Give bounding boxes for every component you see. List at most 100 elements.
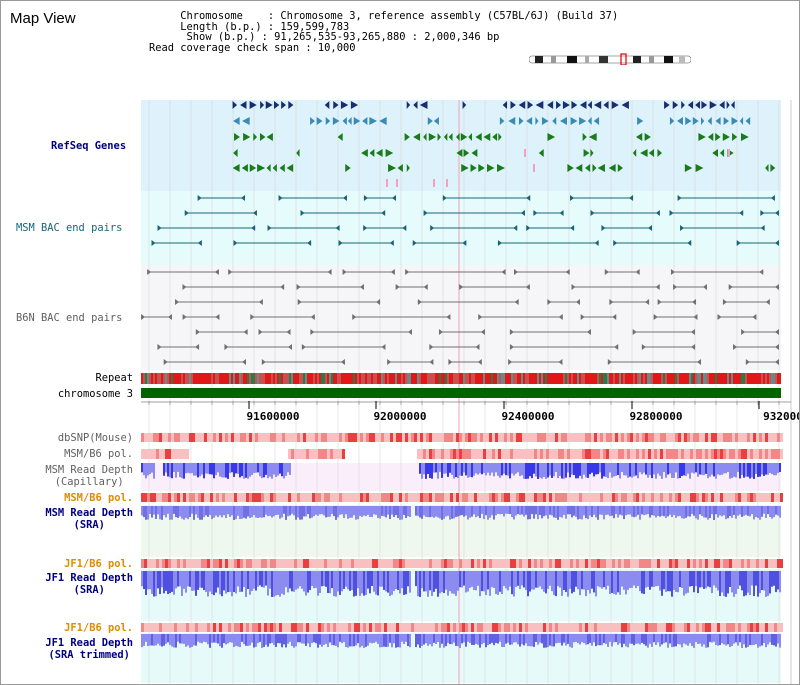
msm-depth-cap-bar	[287, 463, 289, 473]
msm-depth-sra-bar	[407, 506, 409, 517]
jf1-pol-trim-strip	[273, 623, 276, 632]
dbsnp-strip	[504, 433, 507, 442]
chromosome-ideogram[interactable]	[529, 53, 691, 65]
msm-pol-sra-strip	[489, 493, 492, 502]
jf1-depth-bar	[457, 571, 459, 591]
msm-pol-cap-strip	[555, 449, 558, 459]
msm-pol-sra-strip	[267, 493, 270, 502]
track-label-repeat[interactable]: Repeat	[95, 372, 133, 384]
dbsnp-strip	[633, 433, 636, 442]
track-label-jf1-pol-trimmed[interactable]: JF1/B6 pol.	[64, 622, 133, 634]
msm-pol-cap-strip	[462, 449, 465, 459]
repeat-segment	[165, 373, 167, 384]
chromosome-key: Chromosome	[180, 10, 243, 22]
jf1-pol-trim-strip	[492, 623, 495, 632]
repeat-segment	[347, 373, 349, 384]
gene-glyph	[443, 133, 448, 141]
repeat-segment	[465, 373, 467, 384]
msm-depth-cap-bar	[491, 463, 493, 473]
msm-pol-cap-strip	[687, 449, 690, 459]
msm-depth-sra-bar	[749, 506, 751, 517]
repeat-segment	[445, 373, 447, 384]
msm-depth-cap-bar	[497, 463, 499, 476]
jf1-pol-trim-strip	[591, 623, 594, 632]
msm-depth-sra-bar	[351, 506, 353, 518]
jf1-depth-bar	[507, 571, 509, 591]
track-label-msm-depth-sra[interactable]: MSM Read Depth (SRA)	[45, 507, 133, 531]
msm-pol-sra-strip	[753, 493, 756, 502]
repeat-segment	[151, 373, 153, 384]
track-label-dbsnp[interactable]: dbSNP(Mouse)	[57, 432, 133, 444]
jf1-pol-strip	[672, 559, 675, 568]
track-label-msm-pol-sra[interactable]: MSM/B6 pol.	[64, 492, 133, 504]
repeat-segment	[721, 373, 723, 384]
jf1-depth-bar	[417, 571, 419, 597]
msm-bac-pair-end	[252, 210, 257, 216]
jf1-pol-trim-strip	[624, 623, 627, 632]
jf1-depth-bar	[375, 571, 377, 595]
jf1-depth-bar	[707, 571, 709, 587]
jf1-depth-trim-bar	[283, 634, 285, 645]
msm-depth-cap-bar	[775, 463, 777, 476]
gene-glyph	[369, 149, 375, 157]
dbsnp-strip	[780, 433, 783, 442]
jf1-depth-trim-bar	[307, 634, 309, 644]
track-label-msm-bac[interactable]: MSM BAC end pairs	[16, 222, 123, 234]
track-label-msm-pol-capillary[interactable]: MSM/B6 pol.	[64, 448, 133, 460]
msm-depth-cap-bar	[495, 463, 497, 473]
track-label-jf1-depth-trimmed[interactable]: JF1 Read Depth (SRA trimmed)	[45, 637, 133, 661]
jf1-pol-strip	[234, 559, 237, 568]
b6n-bac-pair-end	[645, 299, 650, 305]
msm-pol-cap-strip	[636, 449, 639, 459]
jf1-pol-strip	[258, 559, 261, 568]
track-label-chromosome[interactable]: chromosome 3	[57, 388, 133, 400]
b6n-bac-pair-end	[195, 344, 200, 350]
msm-depth-sra-bar	[145, 506, 147, 520]
jf1-depth-bar	[675, 571, 677, 592]
jf1-depth-trim-bar	[755, 634, 757, 645]
msm-depth-sra-bar	[315, 506, 317, 515]
jf1-pol-trim-strip	[159, 623, 162, 632]
jf1-pol-strip	[429, 559, 432, 568]
msm-depth-cap-bar	[217, 463, 219, 473]
msm-depth-sra-bar	[509, 506, 511, 514]
repeat-segment	[571, 373, 573, 384]
msm-depth-sra-bar	[173, 506, 175, 514]
msm-pol-sra-strip	[270, 493, 273, 502]
track-label-jf1-depth[interactable]: JF1 Read Depth (SRA)	[45, 572, 133, 596]
jf1-depth-trim-bar	[589, 634, 591, 643]
dbsnp-strip	[471, 433, 474, 442]
track-label-b6n-bac[interactable]: B6N BAC end pairs	[16, 312, 123, 324]
dbsnp-strip	[417, 433, 420, 442]
jf1-depth-trim-bar	[511, 634, 513, 645]
jf1-pol-trim-strip	[717, 623, 720, 632]
msm-pol-cap-strip	[483, 449, 486, 459]
jf1-depth-bar	[207, 571, 209, 597]
jf1-pol-trim-strip	[141, 623, 144, 632]
jf1-depth-bar	[605, 571, 607, 590]
repeat-segment	[643, 373, 645, 384]
repeat-segment	[755, 373, 757, 384]
track-label-msm-depth-capillary[interactable]: MSM Read Depth (Capillary)	[45, 464, 133, 488]
track-label-jf1-pol[interactable]: JF1/B6 pol.	[64, 558, 133, 570]
msm-depth-sra-bar	[383, 506, 385, 517]
jf1-depth-bar	[319, 571, 321, 594]
msm-depth-cap-bar	[583, 463, 585, 475]
jf1-depth-bar	[579, 571, 581, 596]
msm-pol-sra-strip	[690, 493, 693, 502]
dbsnp-strip	[570, 433, 573, 442]
jf1-depth-bar	[369, 571, 371, 594]
jf1-pol-strip	[510, 559, 513, 568]
msm-depth-sra-bar	[185, 506, 187, 518]
dbsnp-strip	[510, 433, 513, 442]
msm-depth-cap-bar	[695, 463, 697, 473]
jf1-depth-bar	[671, 571, 673, 597]
msm-depth-sra-bar	[683, 506, 685, 519]
msm-depth-sra-bar	[319, 506, 321, 515]
msm-pol-cap-strip	[549, 449, 552, 459]
jf1-depth-trim-bar	[191, 634, 193, 647]
jf1-depth-bar	[503, 571, 505, 587]
track-label-refseq-genes[interactable]: RefSeq Genes	[51, 140, 127, 152]
jf1-depth-bar	[771, 571, 773, 587]
